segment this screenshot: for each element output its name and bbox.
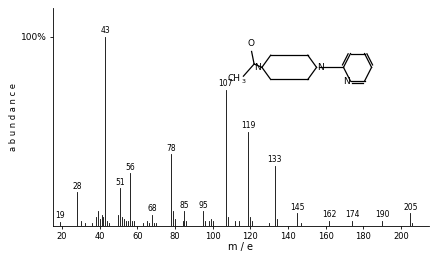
Text: 119: 119 — [241, 121, 256, 130]
Text: 95: 95 — [198, 201, 208, 210]
Text: 205: 205 — [403, 203, 418, 211]
Text: N: N — [318, 63, 324, 72]
Text: 68: 68 — [148, 205, 157, 213]
Text: 190: 190 — [375, 210, 389, 219]
Text: CH: CH — [228, 74, 241, 83]
Text: 43: 43 — [100, 26, 110, 35]
Text: O: O — [247, 39, 254, 48]
Text: 3: 3 — [241, 79, 245, 84]
Text: 19: 19 — [55, 211, 65, 220]
Text: 28: 28 — [72, 182, 82, 191]
Text: 174: 174 — [345, 210, 359, 219]
Text: 107: 107 — [219, 79, 233, 88]
Y-axis label: a b u n d a n c e: a b u n d a n c e — [9, 83, 18, 151]
Text: 162: 162 — [322, 210, 337, 219]
Text: 145: 145 — [290, 203, 305, 211]
Text: 51: 51 — [116, 178, 125, 187]
Text: 85: 85 — [180, 201, 189, 210]
Text: N: N — [343, 77, 350, 86]
Text: N: N — [254, 63, 261, 72]
X-axis label: m / e: m / e — [228, 242, 254, 252]
Text: 56: 56 — [125, 163, 134, 172]
Text: 78: 78 — [166, 144, 176, 153]
Text: 133: 133 — [268, 155, 282, 164]
